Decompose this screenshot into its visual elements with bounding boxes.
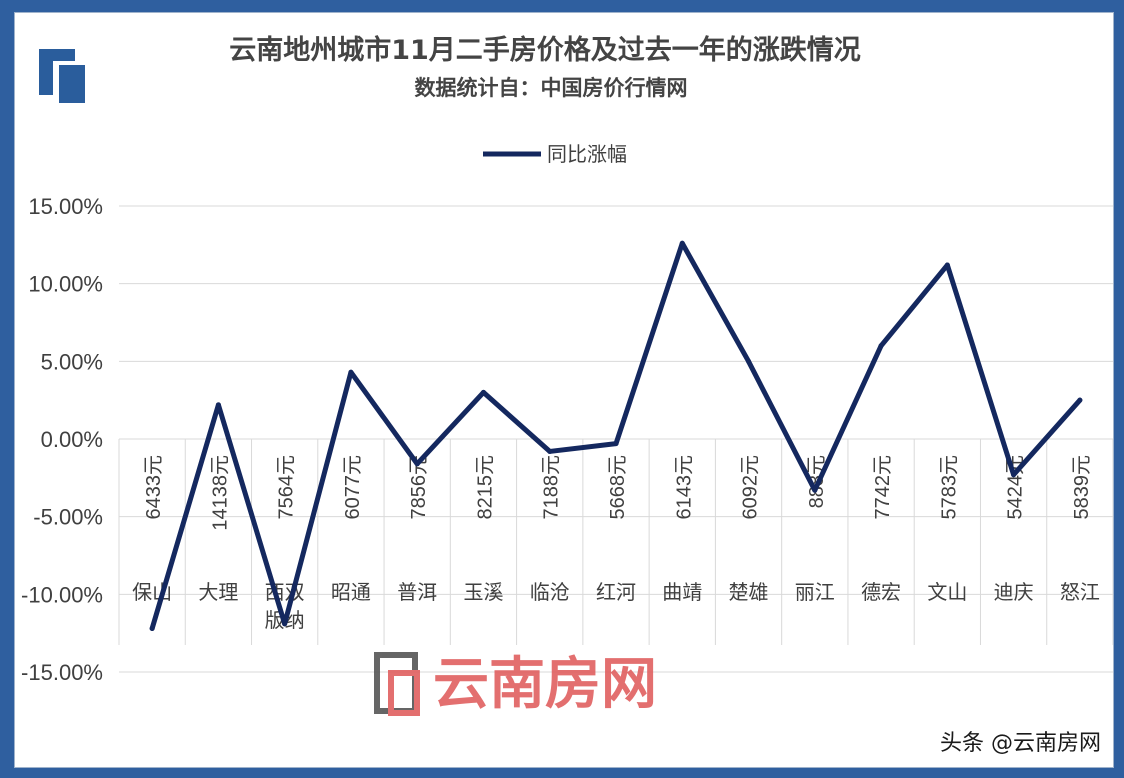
watermark-logo-icon	[374, 652, 420, 716]
category-label: 迪庆	[994, 580, 1034, 604]
price-label: 6143元	[673, 455, 695, 520]
category-table: 6433元保山14138元大理7564元西双版纳6077元昭通7856元普洱82…	[118, 439, 1113, 645]
y-axis-ticks: 15.00% 10.00% 5.00% 0.00% -5.00% -10.00% -15.0…	[21, 194, 103, 685]
price-label: 5839元	[1071, 455, 1093, 520]
category-label: 文山	[927, 580, 967, 604]
y-tick-label: -15.00%	[21, 660, 103, 685]
category-label: 昭通	[331, 580, 371, 604]
data-point	[1077, 397, 1083, 403]
logo-icon	[39, 49, 85, 103]
y-tick-label: 0.00%	[41, 427, 103, 452]
chart-title: 云南地州城市11月二手房价格及过去一年的涨跌情况	[229, 34, 861, 66]
data-point	[215, 402, 221, 408]
data-point	[812, 487, 818, 493]
data-point	[480, 389, 486, 395]
chart-subtitle: 数据统计自：中国房价行情网	[415, 76, 688, 100]
price-label: 6092元	[740, 455, 762, 520]
price-label: 8215元	[474, 455, 496, 520]
y-tick-label: -10.00%	[21, 582, 103, 607]
price-label: 5668元	[607, 455, 629, 520]
data-point	[944, 262, 950, 268]
y-tick-label: -5.00%	[33, 505, 103, 530]
category-label: 普洱	[397, 580, 437, 604]
chart-svg: 云南地州城市11月二手房价格及过去一年的涨跌情况 数据统计自：中国房价行情网 同…	[21, 34, 1113, 756]
price-label: 7742元	[872, 455, 894, 520]
watermark: 云南房网	[374, 652, 657, 717]
data-point	[679, 240, 685, 246]
data-point	[1011, 472, 1017, 478]
credit-text: 头条 @云南房网	[940, 731, 1101, 756]
category-label: 丽江	[795, 580, 835, 604]
watermark-text: 云南房网	[433, 652, 657, 717]
price-label: 7188元	[541, 455, 563, 520]
legend-label: 同比涨幅	[547, 142, 627, 166]
category-label: 临沧	[530, 580, 570, 604]
data-point	[414, 461, 420, 467]
data-point	[348, 369, 354, 375]
chart-frame: 云南地州城市11月二手房价格及过去一年的涨跌情况 数据统计自：中国房价行情网 同…	[14, 12, 1114, 768]
price-label: 6433元	[143, 455, 165, 520]
category-label: 大理	[198, 580, 238, 604]
price-label: 7564元	[276, 455, 298, 520]
category-label: 玉溪	[463, 580, 503, 604]
category-label: 德宏	[861, 580, 901, 604]
data-point	[746, 358, 752, 364]
price-label: 7856元	[408, 455, 430, 520]
price-label: 6077元	[342, 455, 364, 520]
price-label: 14138元	[209, 455, 231, 531]
category-label: 曲靖	[662, 580, 702, 604]
price-label: 5783元	[938, 455, 960, 520]
y-tick-label: 15.00%	[28, 194, 103, 219]
y-tick-label: 10.00%	[28, 272, 103, 297]
data-point	[282, 621, 288, 627]
series-line	[149, 240, 1083, 632]
series-line-group	[149, 240, 1083, 632]
category-label: 楚雄	[729, 580, 769, 604]
y-tick-label: 5.00%	[41, 349, 103, 374]
data-point	[613, 441, 619, 447]
data-point	[547, 448, 553, 454]
data-point	[149, 626, 155, 632]
data-point	[878, 343, 884, 349]
category-label: 红河	[596, 580, 636, 604]
category-label: 怒江	[1060, 580, 1100, 604]
legend: 同比涨幅	[483, 142, 627, 166]
